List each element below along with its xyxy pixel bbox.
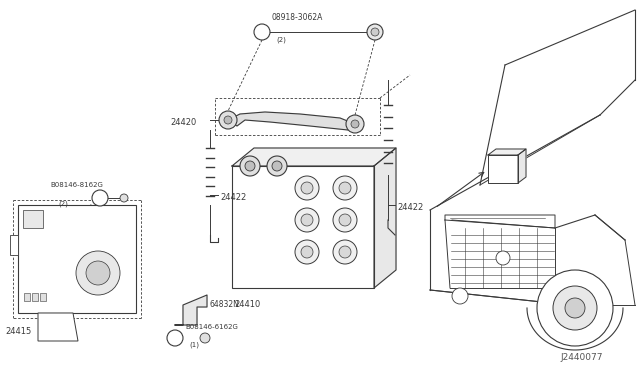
Polygon shape bbox=[175, 295, 207, 325]
Bar bbox=[23, 210, 43, 228]
Circle shape bbox=[219, 111, 237, 129]
Text: 64832N: 64832N bbox=[210, 300, 240, 309]
Circle shape bbox=[301, 182, 313, 194]
Text: 24422: 24422 bbox=[220, 193, 246, 202]
Circle shape bbox=[452, 288, 468, 304]
Circle shape bbox=[565, 298, 585, 318]
Bar bbox=[24, 293, 30, 301]
Text: N: N bbox=[260, 29, 264, 35]
Bar bbox=[232, 166, 374, 288]
Text: B: B bbox=[98, 196, 102, 201]
Circle shape bbox=[245, 161, 255, 171]
Text: 08918-3062A: 08918-3062A bbox=[272, 13, 323, 22]
Text: 24420: 24420 bbox=[170, 118, 196, 127]
Circle shape bbox=[333, 240, 357, 264]
Circle shape bbox=[553, 286, 597, 330]
Circle shape bbox=[86, 261, 110, 285]
Circle shape bbox=[339, 182, 351, 194]
Text: 24410: 24410 bbox=[234, 300, 260, 309]
Text: B: B bbox=[173, 336, 177, 340]
Circle shape bbox=[200, 333, 210, 343]
Circle shape bbox=[267, 156, 287, 176]
Polygon shape bbox=[488, 149, 526, 155]
Circle shape bbox=[371, 28, 379, 36]
Circle shape bbox=[295, 240, 319, 264]
Text: (1): (1) bbox=[189, 342, 199, 349]
Circle shape bbox=[301, 246, 313, 258]
Circle shape bbox=[120, 194, 128, 202]
Circle shape bbox=[295, 176, 319, 200]
Circle shape bbox=[272, 161, 282, 171]
Bar bbox=[488, 155, 518, 183]
Circle shape bbox=[295, 208, 319, 232]
Polygon shape bbox=[518, 149, 526, 183]
Circle shape bbox=[351, 120, 359, 128]
Circle shape bbox=[496, 251, 510, 265]
Circle shape bbox=[224, 116, 232, 124]
Circle shape bbox=[537, 270, 613, 346]
Bar bbox=[40, 293, 46, 301]
Circle shape bbox=[254, 24, 270, 40]
Polygon shape bbox=[38, 313, 78, 341]
Circle shape bbox=[333, 208, 357, 232]
Circle shape bbox=[167, 330, 183, 346]
Polygon shape bbox=[10, 235, 18, 255]
Bar bbox=[18, 205, 136, 313]
Text: (2): (2) bbox=[58, 200, 68, 206]
Text: 24422: 24422 bbox=[397, 203, 423, 212]
Text: J2440077: J2440077 bbox=[560, 353, 602, 362]
Circle shape bbox=[92, 190, 108, 206]
Circle shape bbox=[346, 115, 364, 133]
Circle shape bbox=[301, 214, 313, 226]
Circle shape bbox=[339, 214, 351, 226]
Circle shape bbox=[333, 176, 357, 200]
Bar bbox=[32, 293, 38, 301]
Text: B08146-6162G: B08146-6162G bbox=[185, 324, 238, 330]
Polygon shape bbox=[232, 148, 396, 166]
Text: B08146-8162G: B08146-8162G bbox=[50, 182, 103, 188]
Polygon shape bbox=[374, 148, 396, 288]
Text: 24415: 24415 bbox=[5, 327, 31, 336]
Circle shape bbox=[367, 24, 383, 40]
Polygon shape bbox=[228, 112, 355, 130]
Text: (2): (2) bbox=[276, 36, 286, 42]
Circle shape bbox=[339, 246, 351, 258]
Circle shape bbox=[76, 251, 120, 295]
Circle shape bbox=[240, 156, 260, 176]
